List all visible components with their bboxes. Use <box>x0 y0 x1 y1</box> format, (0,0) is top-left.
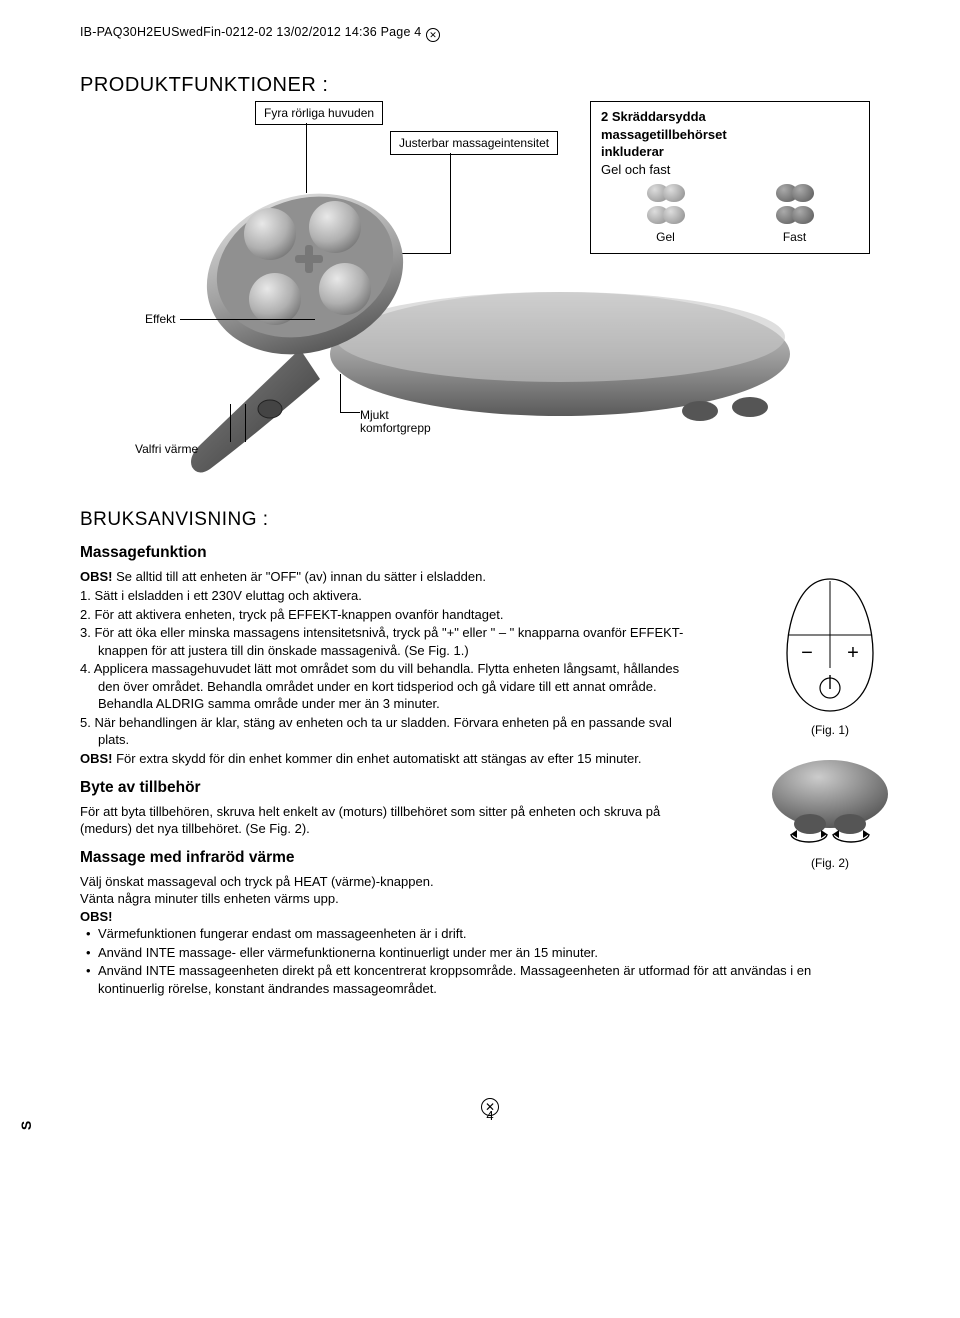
instructions-block: − + (Fig. 1) <box>80 543 900 998</box>
section-bruksanvisning-title: BRUKSANVISNING : <box>80 507 900 533</box>
byte-title: Byte av tillbehör <box>80 778 700 799</box>
print-header: IB-PAQ30H2EUSwedFin-0212-02 13/02/2012 1… <box>80 24 900 42</box>
fig2-label: (Fig. 2) <box>740 855 920 871</box>
infrared-obs: OBS! <box>80 908 880 926</box>
figure-1: − + <box>740 573 920 718</box>
obs-intro: OBS! OBS! Se alltid till att enheten är … <box>80 568 700 586</box>
side-language-mark: S <box>17 1121 36 1130</box>
page-footer: 4 ✕ <box>80 1107 900 1125</box>
figure-column: − + (Fig. 1) <box>740 573 920 889</box>
callout-line <box>245 404 246 442</box>
attachments-title-1: 2 Skräddarsydda <box>601 108 859 126</box>
bullet-1: Värmefunktionen fungerar endast om massa… <box>80 925 880 943</box>
callout-grip: Mjukt komfortgrepp <box>360 409 431 435</box>
massagefunktion-title: Massagefunktion <box>80 543 700 564</box>
svg-text:−: − <box>801 642 813 664</box>
bullet-3: Använd INTE massageenheten direkt på ett… <box>80 962 880 997</box>
callout-intensity: Justerbar massageintensitet <box>390 131 558 155</box>
section-produktfunktioner-title: PRODUKTFUNKTIONER : <box>80 72 900 99</box>
callout-line <box>180 319 315 320</box>
attachments-sub: Gel och fast <box>601 161 859 179</box>
step-3: 3. För att öka eller minska massagens in… <box>80 624 700 659</box>
fig1-label: (Fig. 1) <box>740 722 920 738</box>
infrared-title: Massage med infraröd värme <box>80 848 700 869</box>
attachments-title-3: inkluderar <box>601 143 859 161</box>
callout-line <box>230 404 231 442</box>
figure-2 <box>740 756 920 851</box>
svg-text:+: + <box>847 642 859 664</box>
product-diagram: Fyra rörliga huvuden Justerbar massagein… <box>80 109 880 489</box>
registration-mark-bottom: ✕ <box>481 1093 499 1117</box>
bullet-2: Använd INTE massage- eller värmefunktion… <box>80 944 880 962</box>
callout-heat: Valfri värme <box>135 441 198 457</box>
registration-mark-icon: ✕ <box>426 28 440 42</box>
step-2: 2. För att aktivera enheten, tryck på EF… <box>80 606 700 624</box>
step-4: 4. Applicera massagehuvudet lätt mot omr… <box>80 660 700 713</box>
callout-line <box>340 412 360 413</box>
infrared-line2: Vänta några minuter tills enheten värms … <box>80 890 880 908</box>
byte-text: För att byta tillbehören, skruva helt en… <box>80 803 700 838</box>
header-text: IB-PAQ30H2EUSwedFin-0212-02 13/02/2012 1… <box>80 25 421 39</box>
instruction-list: 1. Sätt i elsladden i ett 230V eluttag o… <box>80 587 700 749</box>
callout-effekt: Effekt <box>145 311 175 327</box>
callout-line <box>340 374 341 412</box>
obs-extra: OBS! För extra skydd för din enhet komme… <box>80 750 700 768</box>
grip-l2: komfortgrepp <box>360 421 431 435</box>
infrared-bullets: Värmefunktionen fungerar endast om massa… <box>80 925 880 997</box>
step-1: 1. Sätt i elsladden i ett 230V eluttag o… <box>80 587 700 605</box>
callout-heads: Fyra rörliga huvuden <box>255 101 383 125</box>
attachments-title-2: massagetillbehörset <box>601 126 859 144</box>
step-5: 5. När behandlingen är klar, stäng av en… <box>80 714 700 749</box>
grip-l1: Mjukt <box>360 408 389 422</box>
